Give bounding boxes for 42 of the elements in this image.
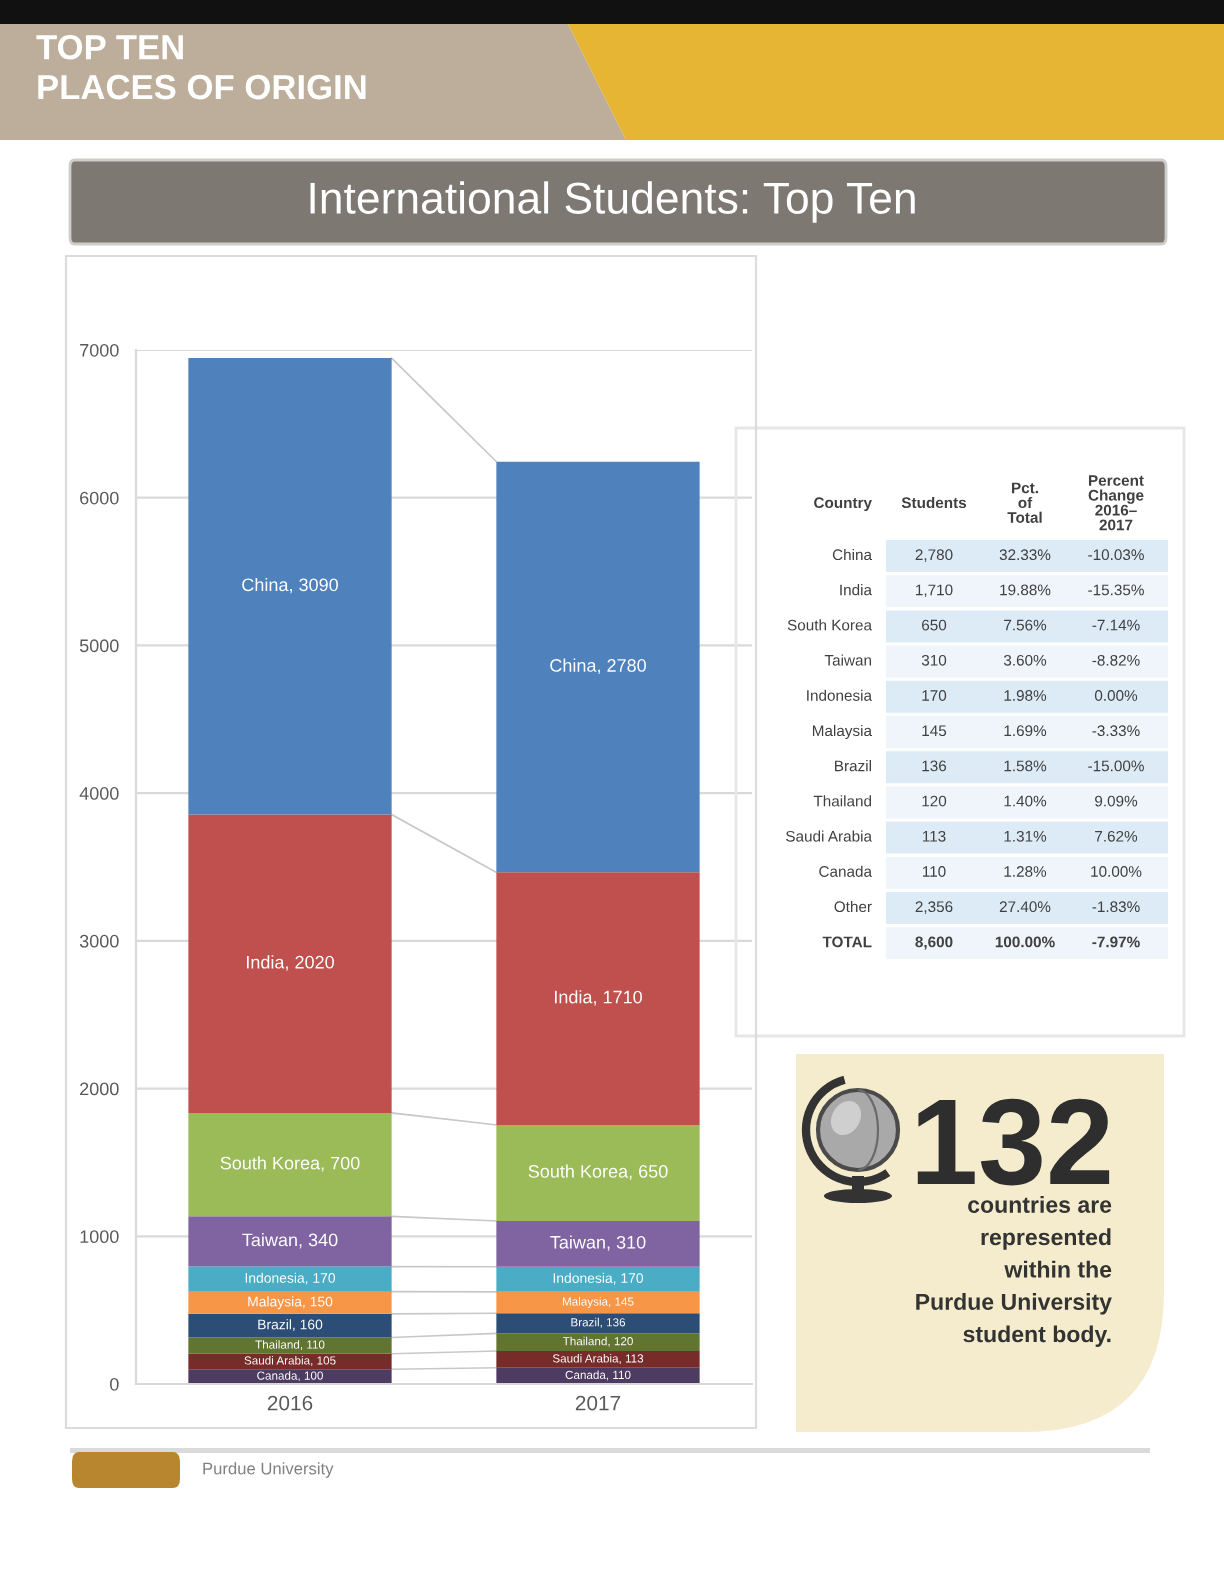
x-tick-label: 2016 bbox=[267, 1395, 313, 1411]
text: countries are represented within the Purdue University student body. bbox=[916, 1196, 1112, 1347]
bar bbox=[496, 1291, 700, 1314]
data-label: India, 2020 bbox=[247, 955, 334, 971]
y-tick-label: 0 bbox=[110, 1377, 119, 1391]
y-tick-label: 1000 bbox=[80, 1230, 119, 1244]
data-label: China, 3090 bbox=[242, 577, 338, 594]
bar bbox=[496, 1313, 700, 1334]
data-label: China, 2780 bbox=[550, 658, 646, 674]
bar bbox=[188, 1353, 392, 1370]
bar bbox=[188, 1369, 392, 1384]
bar bbox=[496, 1333, 700, 1352]
bar bbox=[188, 1112, 392, 1217]
y-tick-label: 4000 bbox=[79, 787, 119, 800]
bar bbox=[188, 1313, 392, 1338]
data-label: South Korea, 700 bbox=[220, 1156, 360, 1172]
bar bbox=[496, 1351, 700, 1368]
x-tick-label: 2017 bbox=[575, 1395, 621, 1411]
bar bbox=[188, 1216, 392, 1267]
bar bbox=[496, 1266, 700, 1292]
text: 132 bbox=[917, 1098, 1110, 1186]
bar bbox=[496, 461, 700, 873]
y-tick-label: 2000 bbox=[80, 1082, 119, 1096]
data-label: Taiwan, 340 bbox=[242, 1233, 338, 1249]
y-tick-label: 7000 bbox=[80, 343, 119, 357]
bar bbox=[188, 1337, 392, 1354]
bar bbox=[188, 814, 392, 1113]
data-label: India, 1710 bbox=[555, 990, 642, 1006]
bar bbox=[496, 1124, 700, 1221]
bar bbox=[496, 1220, 700, 1267]
data-label: South Korea, 650 bbox=[528, 1164, 668, 1180]
bar bbox=[188, 1266, 392, 1292]
y-tick-label: 5000 bbox=[79, 639, 119, 653]
bar bbox=[188, 358, 392, 815]
bar bbox=[496, 872, 700, 1125]
chart-title: International Students: Top Ten bbox=[310, 181, 915, 223]
y-tick-label: 6000 bbox=[80, 491, 119, 505]
bar bbox=[188, 1291, 392, 1314]
data-label: Taiwan, 310 bbox=[550, 1235, 646, 1251]
y-tick-label: 3000 bbox=[79, 934, 119, 948]
text: Purdue University bbox=[203, 1462, 334, 1478]
text: TOP TEN PLACES OF ORIGIN bbox=[36, 34, 366, 100]
